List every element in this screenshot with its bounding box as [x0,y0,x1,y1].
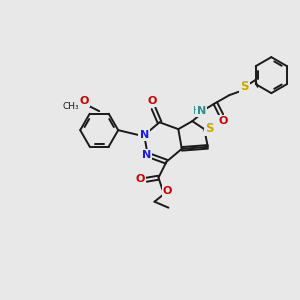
Text: N: N [142,150,151,160]
Text: N: N [197,106,206,116]
Text: N: N [140,130,149,140]
Text: S: S [240,80,249,93]
Text: CH₃: CH₃ [63,102,80,111]
Text: O: O [80,96,89,106]
Text: O: O [148,96,157,106]
Text: O: O [136,174,145,184]
Text: O: O [163,186,172,196]
Text: O: O [219,116,228,126]
Text: S: S [205,122,214,135]
Text: H: H [193,106,200,116]
